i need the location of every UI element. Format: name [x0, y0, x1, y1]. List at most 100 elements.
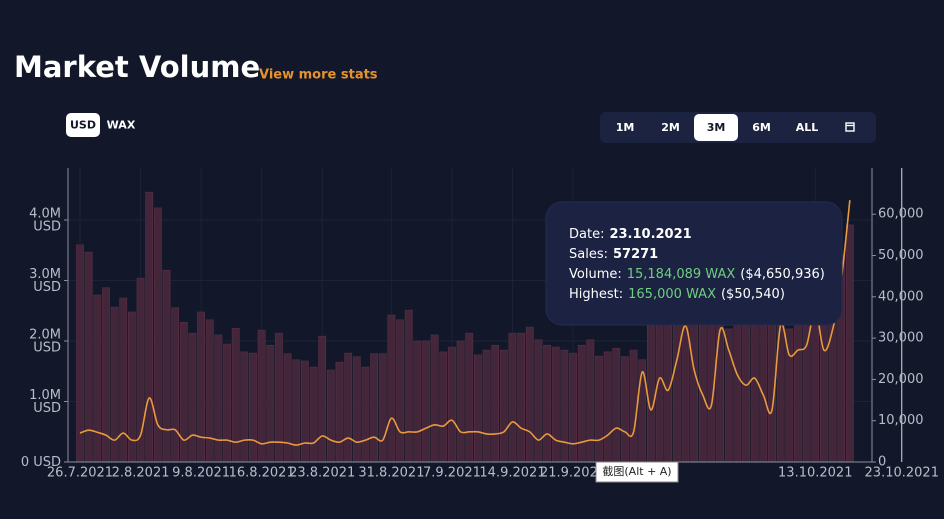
x-tick-label: 31.8.2021	[358, 466, 424, 481]
overlay-box	[595, 461, 679, 483]
y2-tick-label: 40,000	[878, 289, 924, 304]
bar	[491, 344, 500, 463]
bar	[361, 366, 370, 463]
currency-option[interactable]: USD	[70, 119, 96, 132]
bar	[404, 309, 413, 463]
x-tick-label: 16.8.2021	[229, 466, 295, 481]
range-option[interactable]: 1M	[616, 121, 635, 134]
bar	[551, 346, 560, 463]
currency-option[interactable]: WAX	[107, 119, 136, 132]
y-tick-line: USD	[33, 340, 61, 355]
bar	[309, 366, 318, 463]
y-tick-label: 4.0M USD	[29, 206, 61, 234]
bar	[577, 344, 586, 463]
y-tick-line: USD	[33, 280, 61, 295]
tooltip-value: 165,000 WAX	[628, 287, 716, 302]
range-option[interactable]: 6M	[752, 121, 771, 134]
x-tick-label: 9.8.2021	[172, 466, 230, 481]
y-tick-line: USD	[33, 401, 61, 416]
tooltip-value: 57271	[613, 247, 658, 262]
bar	[387, 314, 396, 463]
bar	[119, 297, 128, 463]
bar	[525, 326, 534, 463]
bar	[465, 332, 474, 463]
bar	[214, 334, 223, 463]
x-tick-label: 23.10.2021	[865, 466, 939, 481]
tooltip-label: Highest:	[569, 287, 623, 302]
bar	[742, 316, 750, 463]
y-tick-line: USD	[33, 219, 61, 234]
y2-tick-label: 20,000	[878, 372, 924, 387]
bar	[430, 334, 439, 463]
bar	[292, 359, 301, 463]
bar	[205, 319, 214, 463]
bar	[482, 349, 491, 463]
y-tick-line: 1.0M	[29, 388, 61, 403]
bar	[162, 269, 171, 463]
y2-tick-label: 50,000	[878, 248, 924, 263]
sales-line	[79, 200, 851, 446]
bar	[534, 339, 543, 463]
calendar-button[interactable]	[845, 122, 855, 132]
bar	[422, 340, 430, 463]
stats-link[interactable]: View more stats	[259, 68, 378, 83]
tooltip-row: Sales: 57271	[569, 247, 658, 262]
overlay-label: 截图(Alt + A)	[602, 464, 671, 478]
bar	[93, 294, 102, 463]
tooltip-extra: ($50,540)	[721, 287, 785, 302]
bar	[508, 332, 517, 463]
tooltip-label: Volume:	[569, 267, 622, 282]
tooltip-box	[545, 201, 843, 326]
bar	[171, 307, 180, 463]
bar	[612, 347, 621, 463]
bar	[76, 244, 84, 463]
bar	[413, 340, 422, 463]
bar	[344, 352, 353, 463]
bar	[318, 335, 327, 463]
y-tick-line: 3.0M	[29, 267, 61, 282]
range-option[interactable]: ALL	[796, 121, 819, 134]
bar	[629, 349, 638, 463]
x-tick-label: 21.9.2021	[540, 466, 606, 481]
range-option[interactable]: 3M	[707, 121, 726, 134]
y-tick-label: 1.0M USD	[29, 388, 61, 416]
y-tick-line: 2.0M	[29, 327, 61, 342]
bar	[845, 224, 854, 463]
bar	[266, 344, 275, 463]
bar	[240, 351, 249, 463]
bar	[439, 351, 448, 463]
bar	[197, 311, 205, 463]
bar	[560, 349, 569, 463]
bar	[370, 353, 378, 463]
bar	[378, 353, 387, 463]
tooltip-label: Date:	[569, 227, 604, 242]
bar	[621, 356, 629, 463]
bar	[448, 346, 456, 463]
bar	[352, 356, 361, 463]
tooltip-row: Volume: 15,184,089 WAX ($4,650,936)	[569, 267, 825, 282]
x-tick-label: 2.8.2021	[112, 466, 170, 481]
x-tick-label: 23.8.2021	[289, 466, 355, 481]
bar	[300, 360, 309, 463]
bar	[223, 343, 231, 463]
y-tick-label: 2.0M USD	[29, 327, 61, 355]
x-tick-label: 14.9.2021	[479, 466, 545, 481]
bar	[473, 354, 482, 463]
bar	[499, 349, 508, 463]
y-tick-line: 4.0M	[29, 206, 61, 221]
y-tick-line: 0 USD	[21, 455, 61, 470]
bar	[283, 353, 292, 463]
bar	[456, 340, 465, 463]
range-option[interactable]: 2M	[661, 121, 680, 134]
x-tick-label: 13.10.2021	[778, 466, 852, 481]
title: Market Volume	[14, 50, 260, 84]
bar	[396, 319, 404, 463]
y-tick-label: 0 USD	[21, 455, 61, 470]
bar	[517, 332, 526, 463]
controls: USD WAX 1M 2M 3M 6M ALL	[66, 113, 855, 141]
bar	[543, 344, 551, 463]
